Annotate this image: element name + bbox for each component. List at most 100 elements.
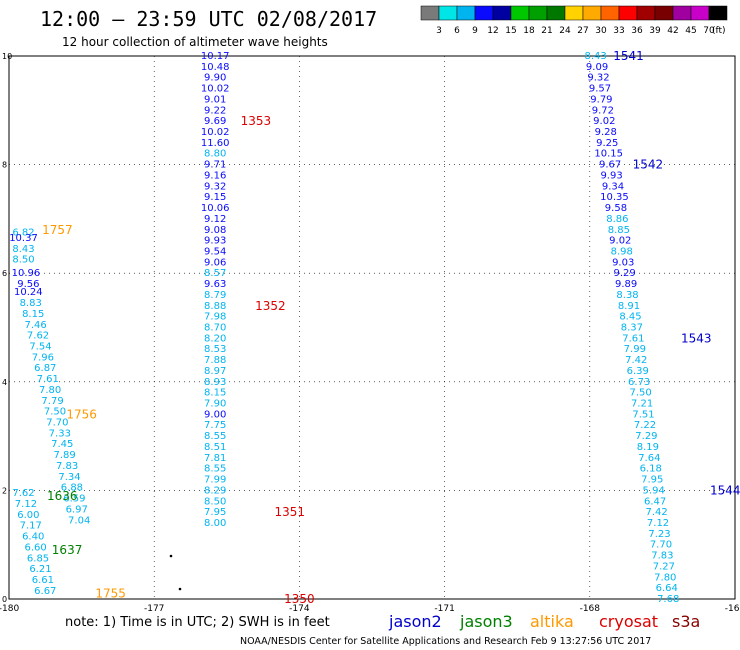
wave-height-label: 7.22 — [634, 420, 656, 431]
colorbar-swatch — [438, 5, 458, 21]
wave-height-label: 8.45 — [619, 312, 641, 323]
wave-height-label: 7.98 — [204, 312, 226, 323]
pass-time-annotation: 1352 — [255, 299, 286, 313]
wave-height-label: 9.54 — [204, 246, 226, 257]
colorbar-swatch — [510, 5, 530, 21]
wave-height-label: 9.90 — [204, 73, 226, 84]
colorbar-swatch — [690, 5, 710, 21]
wave-height-label: 10.02 — [201, 127, 230, 138]
wave-height-label: 7.29 — [635, 431, 657, 442]
pass-time-annotation: 1757 — [42, 223, 73, 237]
wave-height-label: 6.39 — [627, 366, 649, 377]
wave-height-label: 8.98 — [611, 246, 633, 257]
wave-height-label: 7.80 — [654, 572, 676, 583]
wave-height-label: 8.00 — [204, 518, 226, 529]
x-tick-label: -168 — [580, 604, 601, 614]
wave-height-label: 8.53 — [204, 344, 226, 355]
wave-height-label: 7.46 — [24, 320, 46, 331]
wave-height-label: 7.70 — [46, 418, 68, 429]
x-tick-label: -180 — [0, 604, 19, 614]
x-tick-label: -171 — [434, 604, 454, 614]
colorbar-label: 70 — [703, 26, 715, 36]
wave-height-label: 9.63 — [204, 279, 226, 290]
wave-height-label: 9.22 — [204, 105, 226, 116]
wave-height-label: 8.51 — [204, 442, 226, 453]
wave-height-label: 7.62 — [12, 488, 34, 499]
wave-height-label: 8.20 — [204, 333, 226, 344]
wave-height-label: 7.50 — [44, 407, 66, 418]
wave-height-label: 7.83 — [56, 461, 78, 472]
wave-height-label: 6.59 — [63, 494, 85, 505]
wave-height-label: 7.68 — [657, 594, 679, 605]
pass-time-annotation: 1636 — [47, 489, 78, 503]
wave-height-label: 6.82 — [12, 227, 34, 238]
footer-note: note: 1) Time is in UTC; 2) SWH is in fe… — [65, 615, 330, 630]
colorbar-label: 15 — [505, 26, 516, 36]
wave-height-label: 9.25 — [596, 138, 618, 149]
colorbar-label: 12 — [487, 26, 498, 36]
wave-height-label: 7.21 — [631, 399, 653, 410]
colorbar-swatch — [618, 5, 638, 21]
wave-height-label: 7.33 — [49, 428, 71, 439]
colorbar-label: 27 — [577, 26, 588, 36]
colorbar-label: 33 — [613, 26, 624, 36]
wave-height-label: 8.91 — [618, 301, 640, 312]
wave-height-label: 7.34 — [58, 472, 80, 483]
wave-height-label: 7.89 — [54, 450, 76, 461]
wave-height-label: 9.72 — [592, 105, 614, 116]
wave-height-label: 9.57 — [589, 84, 611, 95]
legend-jason2: jason2 — [388, 612, 442, 631]
wave-height-label: 9.29 — [614, 268, 636, 279]
wave-height-label: 6.64 — [656, 583, 678, 594]
wave-height-label: 7.64 — [638, 453, 660, 464]
wave-height-label: 9.02 — [609, 236, 631, 247]
wave-height-label: 6.18 — [640, 464, 662, 475]
wave-height-label: 9.79 — [590, 94, 612, 105]
wave-height-label: 9.69 — [204, 116, 226, 127]
wave-height-label: 9.02 — [593, 116, 615, 127]
wave-height-label: 8.57 — [204, 268, 226, 279]
wave-height-label: 7.23 — [648, 529, 670, 540]
wave-height-label: 6.40 — [22, 532, 44, 543]
wave-height-label: 8.43 — [584, 51, 606, 62]
wave-height-label: 8.15 — [204, 388, 226, 399]
wave-height-label: 6.73 — [628, 377, 650, 388]
pass-time-annotation: 1755 — [95, 587, 126, 601]
wave-height-label: 6.00 — [17, 510, 39, 521]
chart-title: 12:00 – 23:59 UTC 02/08/2017 — [40, 7, 377, 31]
pass-time-annotation: 1542 — [633, 158, 664, 172]
colorbar-label: 21 — [541, 26, 552, 36]
annotation-layer: 1541 1542 1543 1544 1353 1352 1351 1350 1757 1756… — [42, 49, 740, 606]
wave-height-label: 9.28 — [595, 127, 617, 138]
wave-height-label: 7.17 — [20, 521, 42, 532]
colorbar-label: 18 — [523, 26, 535, 36]
wave-height-label: 9.16 — [204, 170, 226, 181]
wave-height-label: 7.83 — [651, 551, 673, 562]
wave-height-label: 9.00 — [204, 409, 226, 420]
wave-height-label: 6.21 — [29, 564, 51, 575]
wave-height-label: 7.95 — [204, 507, 226, 518]
wave-height-label: 9.93 — [600, 170, 622, 181]
wave-height-label: 8.38 — [616, 290, 638, 301]
wave-height-label: 10.15 — [594, 149, 623, 160]
wave-height-label: 8.88 — [204, 301, 226, 312]
colorbar-label: 24 — [559, 26, 571, 36]
colorbar-swatch — [492, 5, 512, 21]
legend-altika: altika — [530, 612, 574, 631]
wave-height-label: 7.96 — [32, 352, 54, 363]
wave-height-label: 7.12 — [647, 518, 669, 529]
wave-height-label: 8.55 — [204, 464, 226, 475]
y-tick-label: 6 — [2, 269, 7, 278]
wave-height-label: 8.93 — [204, 377, 226, 388]
legend-cryosat: cryosat — [599, 612, 658, 631]
x-tick-label: -174 — [289, 604, 310, 614]
wave-height-label: 10.02 — [201, 84, 230, 95]
colorbar-swatch — [600, 5, 620, 21]
wave-height-label: 10.17 — [201, 51, 230, 62]
wave-height-label: 8.19 — [637, 442, 659, 453]
colorbar-label: 6 — [454, 26, 460, 36]
wave-height-label: 7.62 — [27, 331, 49, 342]
pass-time-annotation: 1543 — [681, 331, 712, 345]
wave-height-label: 7.42 — [645, 507, 667, 518]
colorbar-swatch — [582, 5, 602, 21]
